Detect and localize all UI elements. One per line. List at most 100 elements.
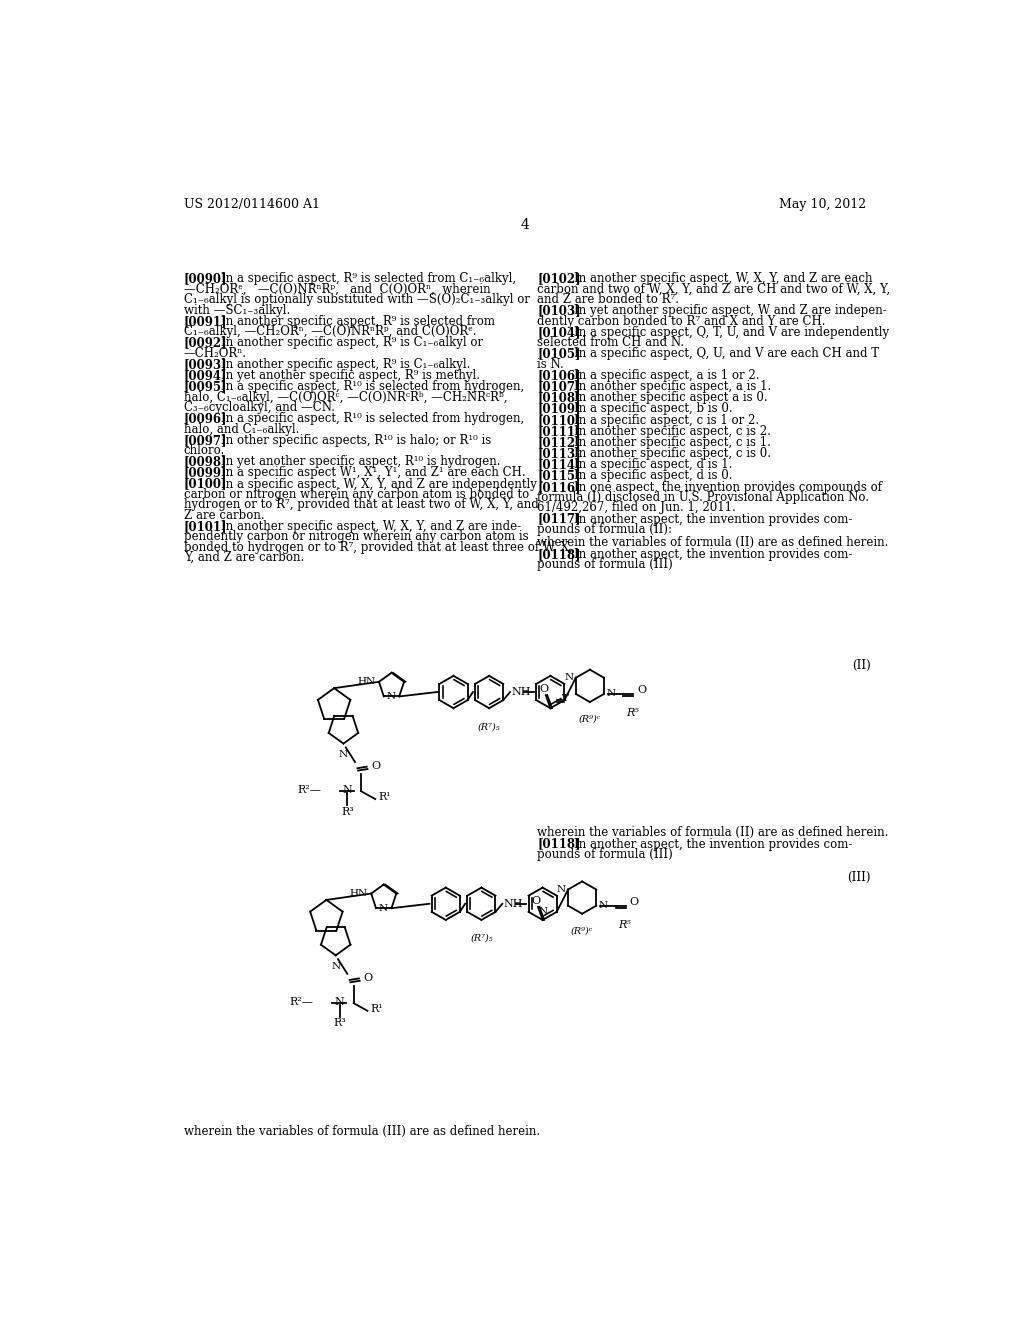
- Text: N: N: [339, 750, 348, 759]
- Text: In another specific aspect, W, X, Y, and Z are inde-: In another specific aspect, W, X, Y, and…: [221, 520, 521, 533]
- Text: [0106]: [0106]: [538, 370, 581, 381]
- Text: O: O: [637, 685, 646, 696]
- Text: is N.: is N.: [538, 358, 564, 371]
- Text: NH: NH: [512, 686, 531, 697]
- Text: In a specific aspect, a is 1 or 2.: In a specific aspect, a is 1 or 2.: [574, 370, 760, 381]
- Text: Y, and Z are carbon.: Y, and Z are carbon.: [183, 552, 304, 564]
- Text: In another specific aspect, R⁹ is selected from: In another specific aspect, R⁹ is select…: [221, 314, 495, 327]
- Text: N: N: [557, 884, 565, 894]
- Text: halo, and C₁₋₆alkyl.: halo, and C₁₋₆alkyl.: [183, 422, 299, 436]
- Text: In a specific aspect, Q, T, U, and V are independently: In a specific aspect, Q, T, U, and V are…: [574, 326, 890, 339]
- Text: [0096]: [0096]: [183, 412, 227, 425]
- Text: wherein the variables of formula (II) are as defined herein.: wherein the variables of formula (II) ar…: [538, 826, 889, 840]
- Text: wherein the variables of formula (II) are as defined herein.: wherein the variables of formula (II) ar…: [538, 536, 889, 549]
- Text: pounds of formula (III): pounds of formula (III): [538, 849, 673, 862]
- Text: R³: R³: [341, 807, 353, 817]
- Text: [0090]: [0090]: [183, 272, 227, 285]
- Text: formula (I) disclosed in U.S. Provisional Application No.: formula (I) disclosed in U.S. Provisiona…: [538, 491, 869, 504]
- Text: [0118]: [0118]: [538, 838, 581, 850]
- Text: [0100]: [0100]: [183, 478, 227, 491]
- Text: N: N: [564, 673, 573, 682]
- Text: N: N: [606, 689, 615, 698]
- Text: R²—: R²—: [290, 997, 313, 1007]
- Text: O: O: [372, 760, 381, 771]
- Text: (II): (II): [852, 659, 870, 672]
- Text: N: N: [538, 907, 547, 916]
- Text: May 10, 2012: May 10, 2012: [778, 198, 866, 211]
- Text: [0110]: [0110]: [538, 413, 581, 426]
- Text: N: N: [599, 902, 607, 911]
- Text: (R⁹)ᶜ: (R⁹)ᶜ: [579, 714, 601, 723]
- Text: [0117]: [0117]: [538, 512, 581, 525]
- Text: [0115]: [0115]: [538, 470, 581, 483]
- Text: [0103]: [0103]: [538, 305, 581, 317]
- Text: pendently carbon or nitrogen wherein any carbon atom is: pendently carbon or nitrogen wherein any…: [183, 531, 528, 544]
- Text: —CH₂ORᵉ,   —C(O)NRⁿRᵖ,   and  C(O)ORⁿ,  wherein: —CH₂ORᵉ, —C(O)NRⁿRᵖ, and C(O)ORⁿ, wherei…: [183, 282, 490, 296]
- Text: R¹: R¹: [378, 792, 391, 803]
- Text: In a specific aspect, Q, U, and V are each CH and T: In a specific aspect, Q, U, and V are ea…: [574, 347, 880, 360]
- Text: [0102]: [0102]: [538, 272, 581, 285]
- Text: carbon and two of W, X, Y, and Z are CH and two of W, X, Y,: carbon and two of W, X, Y, and Z are CH …: [538, 282, 890, 296]
- Text: Z are carbon.: Z are carbon.: [183, 508, 264, 521]
- Text: and Z are bonded to R⁷.: and Z are bonded to R⁷.: [538, 293, 679, 306]
- Text: In a specific aspect, d is 1.: In a specific aspect, d is 1.: [574, 458, 733, 471]
- Text: [0114]: [0114]: [538, 458, 581, 471]
- Text: In another specific aspect, R⁹ is C₁₋₆alkyl.: In another specific aspect, R⁹ is C₁₋₆al…: [221, 358, 470, 371]
- Text: In another specific aspect, a is 1.: In another specific aspect, a is 1.: [574, 380, 772, 393]
- Text: In yet another specific aspect, R¹⁰ is hydrogen.: In yet another specific aspect, R¹⁰ is h…: [221, 455, 501, 469]
- Text: N: N: [378, 904, 387, 912]
- Text: N: N: [342, 785, 352, 795]
- Text: [0109]: [0109]: [538, 403, 581, 416]
- Text: [0111]: [0111]: [538, 425, 581, 438]
- Text: In a specific aspect, R⁹ is selected from C₁₋₆alkyl,: In a specific aspect, R⁹ is selected fro…: [221, 272, 516, 285]
- Text: In a specific aspect W¹, X¹, Y¹, and Z¹ are each CH.: In a specific aspect W¹, X¹, Y¹, and Z¹ …: [221, 466, 525, 479]
- Text: pounds of formula (II):: pounds of formula (II):: [538, 523, 672, 536]
- Text: HN: HN: [357, 677, 375, 686]
- Text: In another aspect, the invention provides com-: In another aspect, the invention provide…: [574, 512, 853, 525]
- Text: [0116]: [0116]: [538, 480, 581, 494]
- Text: In other specific aspects, R¹⁰ is halo; or R¹⁰ is: In other specific aspects, R¹⁰ is halo; …: [221, 434, 492, 446]
- Text: In another specific aspect, W, X, Y, and Z are each: In another specific aspect, W, X, Y, and…: [574, 272, 872, 285]
- Text: HN: HN: [349, 890, 368, 898]
- Text: R⁵: R⁵: [626, 708, 639, 718]
- Text: chloro.: chloro.: [183, 444, 225, 457]
- Text: C₃₋₆cycloalkyl, and —CN.: C₃₋₆cycloalkyl, and —CN.: [183, 401, 335, 414]
- Text: C₁₋₆alkyl is optionally substituted with —S(O)₂C₁₋₃alkyl or: C₁₋₆alkyl is optionally substituted with…: [183, 293, 529, 306]
- Text: carbon or nitrogen wherein any carbon atom is bonded to: carbon or nitrogen wherein any carbon at…: [183, 488, 529, 502]
- Text: [0101]: [0101]: [183, 520, 227, 533]
- Text: [0105]: [0105]: [538, 347, 581, 360]
- Text: In another specific aspect, c is 0.: In another specific aspect, c is 0.: [574, 447, 771, 461]
- Text: In another aspect, the invention provides com-: In another aspect, the invention provide…: [574, 838, 853, 850]
- Text: selected from CH and N.: selected from CH and N.: [538, 337, 684, 350]
- Text: NH: NH: [504, 899, 523, 908]
- Text: In another specific aspect, R⁹ is C₁₋₆alkyl or: In another specific aspect, R⁹ is C₁₋₆al…: [221, 337, 483, 350]
- Text: [0107]: [0107]: [538, 380, 581, 393]
- Text: O: O: [531, 896, 541, 906]
- Text: [0098]: [0098]: [183, 455, 227, 469]
- Text: (III): (III): [847, 871, 870, 883]
- Text: [0113]: [0113]: [538, 447, 581, 461]
- Text: [0094]: [0094]: [183, 370, 227, 381]
- Text: (R⁷)₅: (R⁷)₅: [478, 722, 501, 731]
- Text: O: O: [540, 684, 549, 694]
- Text: with —SC₁₋₃alkyl.: with —SC₁₋₃alkyl.: [183, 304, 290, 317]
- Text: —CH₂ORⁿ.: —CH₂ORⁿ.: [183, 347, 247, 359]
- Text: US 2012/0114600 A1: US 2012/0114600 A1: [183, 198, 319, 211]
- Text: halo, C₁₋₆alkyl, —C(O)ORᶜ, —C(O)NRᶜRᵇ, —CH₂NRᶜRᵇ,: halo, C₁₋₆alkyl, —C(O)ORᶜ, —C(O)NRᶜRᵇ, —…: [183, 391, 507, 404]
- Text: N: N: [335, 997, 344, 1007]
- Text: hydrogen or to R⁷, provided that at least two of W, X, Y, and: hydrogen or to R⁷, provided that at leas…: [183, 499, 539, 511]
- Text: dently carbon bonded to R⁷ and X and Y are CH.: dently carbon bonded to R⁷ and X and Y a…: [538, 314, 825, 327]
- Text: In a specific aspect, b is 0.: In a specific aspect, b is 0.: [574, 403, 733, 416]
- Text: In a specific aspect, c is 1 or 2.: In a specific aspect, c is 1 or 2.: [574, 413, 760, 426]
- Text: In a specific aspect, R¹⁰ is selected from hydrogen,: In a specific aspect, R¹⁰ is selected fr…: [221, 412, 524, 425]
- Text: R³: R³: [333, 1019, 346, 1028]
- Text: In a specific aspect, d is 0.: In a specific aspect, d is 0.: [574, 470, 733, 483]
- Text: In another specific aspect, c is 1.: In another specific aspect, c is 1.: [574, 436, 771, 449]
- Text: wherein the variables of formula (III) are as defined herein.: wherein the variables of formula (III) a…: [183, 1125, 540, 1138]
- Text: In one aspect, the invention provides compounds of: In one aspect, the invention provides co…: [574, 480, 883, 494]
- Text: R¹: R¹: [371, 1005, 383, 1014]
- Text: In another aspect, the invention provides com-: In another aspect, the invention provide…: [574, 548, 853, 561]
- Text: N: N: [331, 961, 340, 970]
- Text: In another specific aspect, c is 2.: In another specific aspect, c is 2.: [574, 425, 771, 438]
- Text: In another specific aspect a is 0.: In another specific aspect a is 0.: [574, 391, 768, 404]
